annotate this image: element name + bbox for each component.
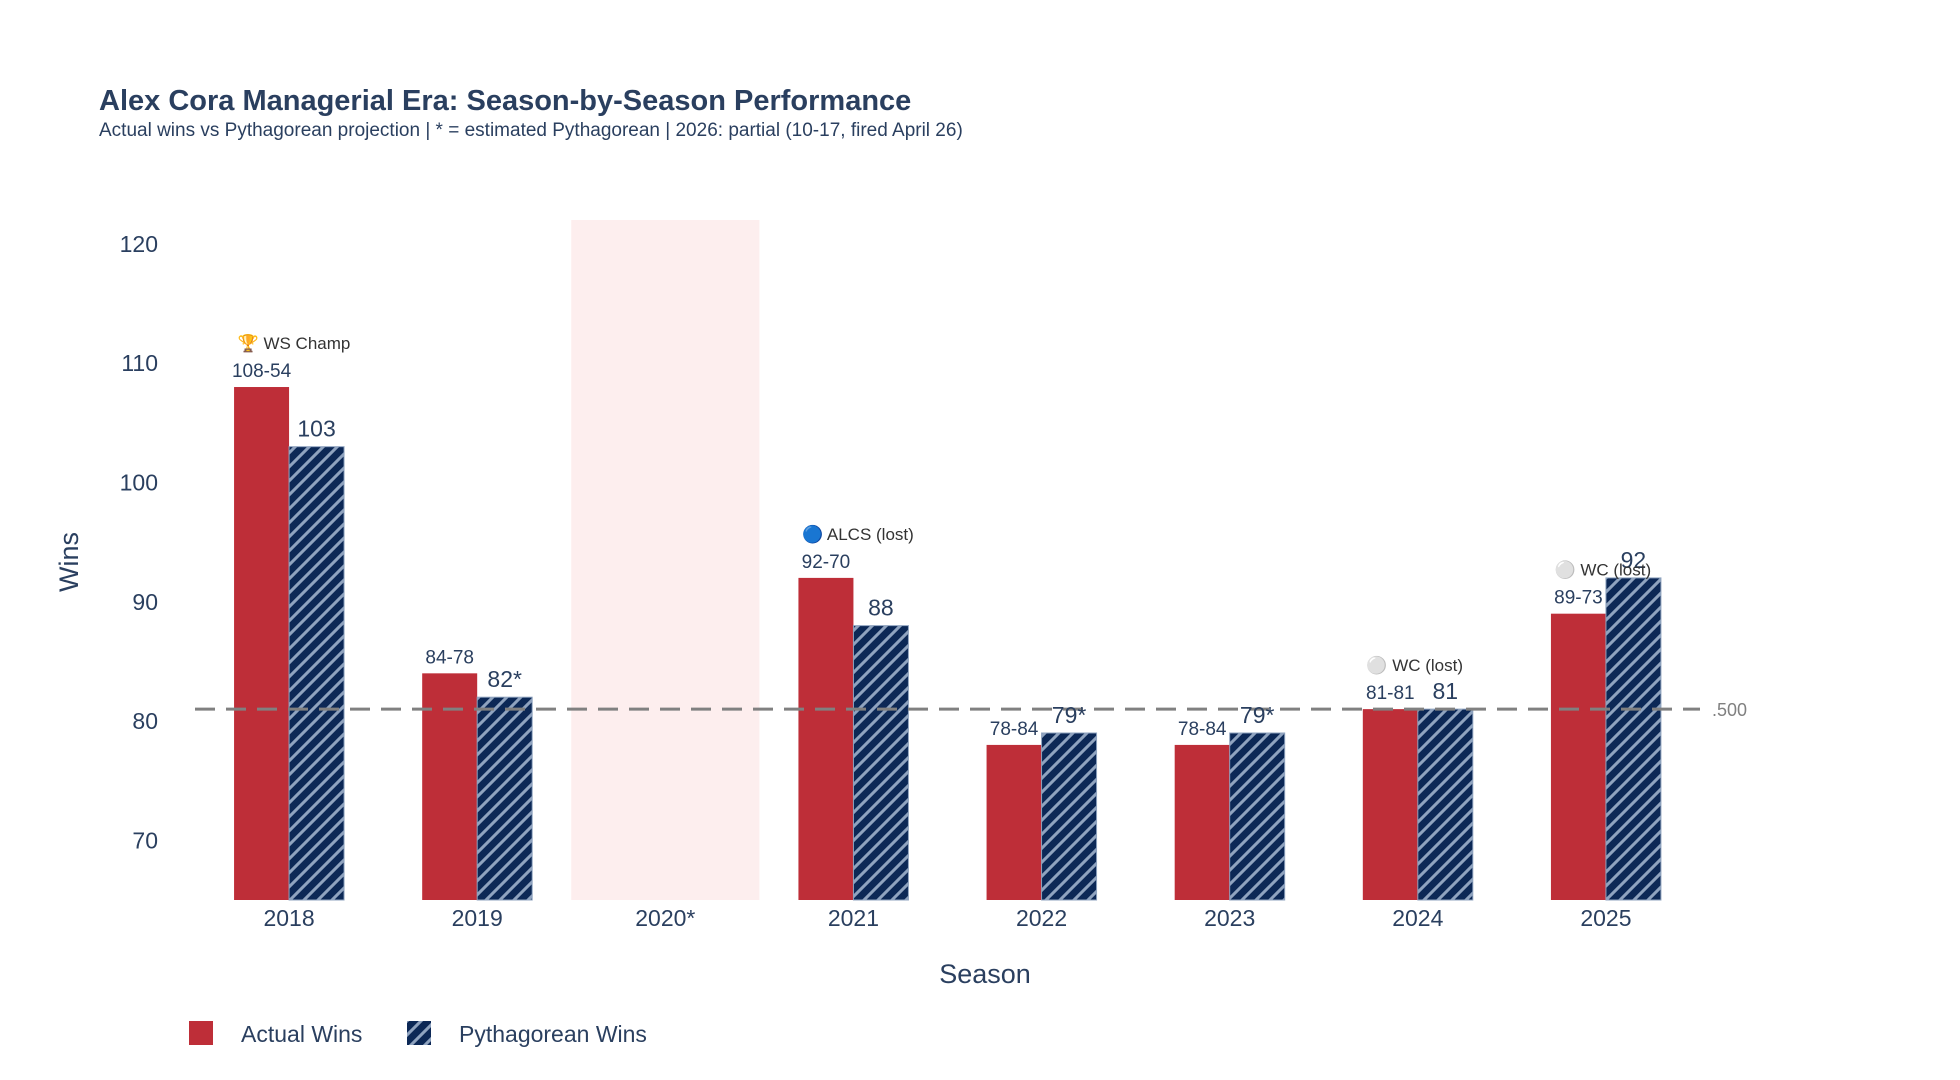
bar-actual-2025 bbox=[1550, 613, 1606, 900]
bar-pythagorean-2024 bbox=[1417, 708, 1474, 901]
x-tick-label: 2021 bbox=[828, 905, 879, 931]
pythagorean-label-2025: 92 bbox=[1621, 547, 1647, 573]
bar-pythagorean-2018 bbox=[288, 446, 345, 901]
bar-actual-2024 bbox=[1362, 709, 1418, 900]
annotation-2025: ⚪ WC (lost) bbox=[1554, 560, 1651, 580]
reference-line-label: .500 bbox=[1712, 700, 1747, 720]
bar-actual-2018 bbox=[234, 387, 290, 900]
y-axis-title: Wins bbox=[54, 532, 84, 592]
pythagorean-label-2019: 82* bbox=[487, 666, 522, 692]
shaded-band-2020 bbox=[571, 220, 760, 900]
x-tick-label: 2019 bbox=[452, 905, 503, 931]
bar-pythagorean-2025 bbox=[1605, 577, 1662, 901]
bar-labels: 108-54 103 84-78 82* 92-70 88 78-84 79* 78-84 79*… bbox=[232, 333, 1651, 740]
x-tick-label: 2025 bbox=[1580, 905, 1631, 931]
bar-pythagorean-2023 bbox=[1229, 732, 1286, 901]
pythagorean-label-2022: 79* bbox=[1052, 702, 1087, 728]
bar-actual-2023 bbox=[1174, 744, 1230, 900]
y-tick-label: 90 bbox=[132, 589, 158, 615]
bar-pythagorean-2021 bbox=[852, 625, 909, 901]
y-tick-label: 80 bbox=[132, 708, 158, 734]
legend-swatch-pythagorean bbox=[407, 1021, 431, 1045]
x-tick-label: 2023 bbox=[1204, 905, 1255, 931]
reference-line-group: .500 bbox=[195, 700, 1747, 720]
y-tick-label: 110 bbox=[121, 350, 158, 376]
legend: Actual Wins Pythagorean Wins bbox=[189, 1021, 647, 1047]
record-label-2018: 108-54 bbox=[232, 361, 292, 382]
legend-label-pythagorean: Pythagorean Wins bbox=[459, 1021, 647, 1047]
bars bbox=[234, 387, 1662, 901]
bar-actual-2021 bbox=[798, 577, 854, 900]
x-axis-title: Season bbox=[939, 959, 1031, 989]
y-tick-label: 100 bbox=[120, 469, 158, 495]
record-label-2024: 81-81 bbox=[1366, 683, 1415, 704]
chart-subtitle: Actual wins vs Pythagorean projection | … bbox=[99, 120, 963, 141]
y-axis-ticks: 70 80 90 100 110 120 bbox=[120, 231, 158, 853]
bar-pythagorean-2019 bbox=[476, 696, 533, 901]
x-tick-label: 2020* bbox=[635, 905, 695, 931]
record-label-2021: 92-70 bbox=[802, 552, 851, 573]
record-label-2023: 78-84 bbox=[1178, 719, 1227, 740]
chart-title: Alex Cora Managerial Era: Season-by-Seas… bbox=[99, 85, 911, 117]
y-tick-label: 70 bbox=[132, 827, 158, 853]
x-axis-ticks: 2018 2019 2020* 2021 2022 2023 2024 2025 bbox=[263, 905, 1631, 931]
x-tick-label: 2018 bbox=[263, 905, 314, 931]
pythagorean-label-2018: 103 bbox=[297, 416, 335, 442]
bar-pythagorean-2022 bbox=[1041, 732, 1098, 901]
bar-actual-2022 bbox=[986, 744, 1042, 900]
record-label-2022: 78-84 bbox=[990, 719, 1039, 740]
pythagorean-label-2024: 81 bbox=[1433, 678, 1459, 704]
record-label-2019: 84-78 bbox=[425, 647, 474, 668]
annotation-2024: ⚪ WC (lost) bbox=[1366, 655, 1463, 675]
bar-actual-2019 bbox=[422, 673, 478, 900]
pythagorean-label-2023: 79* bbox=[1240, 702, 1275, 728]
record-label-2025: 89-73 bbox=[1554, 588, 1603, 609]
pythagorean-label-2021: 88 bbox=[868, 595, 894, 621]
legend-swatch-actual bbox=[189, 1021, 213, 1045]
y-tick-label: 120 bbox=[120, 231, 158, 257]
x-tick-label: 2022 bbox=[1016, 905, 1067, 931]
shade-layer bbox=[571, 220, 760, 900]
legend-label-actual: Actual Wins bbox=[241, 1021, 362, 1047]
x-tick-label: 2024 bbox=[1392, 905, 1443, 931]
annotation-2021: 🔵 ALCS (lost) bbox=[802, 524, 914, 544]
annotation-2018: 🏆 WS Champ bbox=[238, 333, 351, 353]
